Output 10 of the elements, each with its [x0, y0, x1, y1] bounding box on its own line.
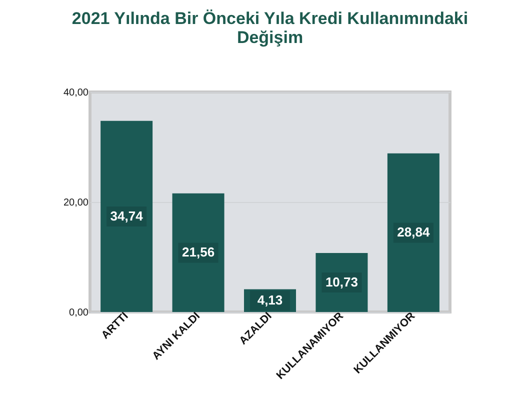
data-label: 28,84: [397, 224, 430, 240]
data-label: 21,56: [182, 244, 215, 260]
text: 2021 Yılında Bir Önceki Yıla Kredi Kullanımındaki: [72, 9, 468, 28]
data-label: 34,74: [110, 208, 144, 224]
data-label: 4,13: [257, 292, 283, 308]
text: Değişim: [236, 28, 304, 47]
data-label: 10,73: [325, 274, 358, 290]
y-tick-label: 20,00: [63, 198, 89, 208]
y-tick-label: 40,00: [63, 88, 89, 98]
y-tick-label: 0,00: [69, 308, 89, 318]
